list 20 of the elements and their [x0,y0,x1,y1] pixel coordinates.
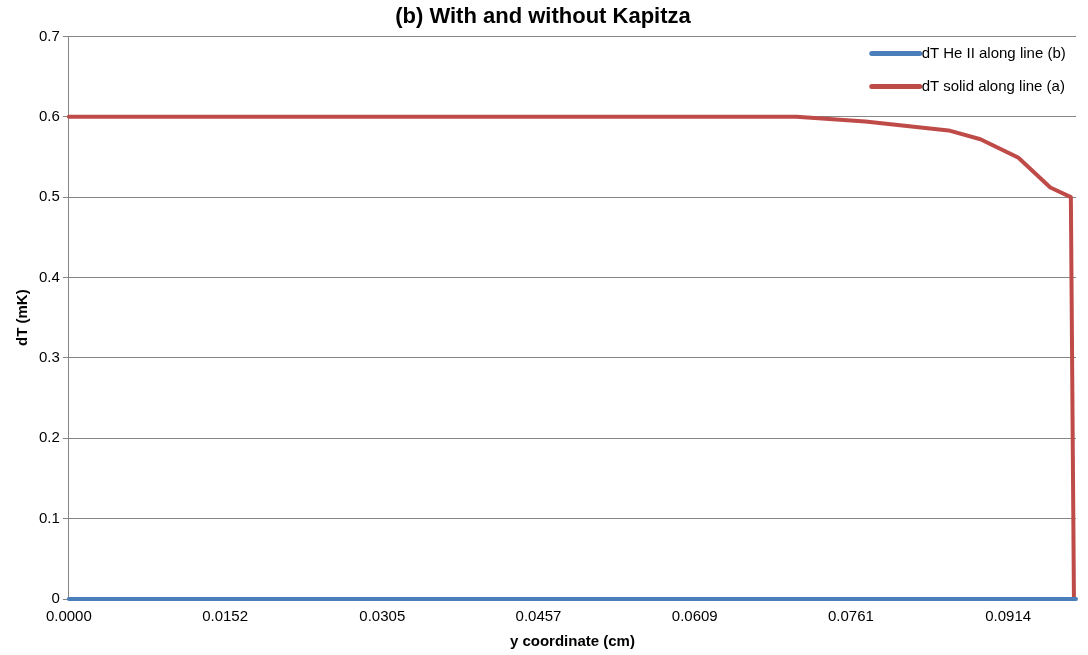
y-tick-label: 0.6 [38,106,60,124]
x-tick-label: 0.0609 [671,607,718,625]
y-tick-label: 0.4 [38,267,60,285]
legend-label: dT solid along line (a) [921,76,1065,94]
y-tick-label: 0.2 [38,428,60,446]
y-tick-label: 0 [51,589,60,607]
x-tick-label: 0.0761 [827,607,874,625]
x-tick-label: 0.0152 [202,607,249,625]
x-axis-title: y coordinate (cm) [509,632,635,650]
y-tick-label: 0.7 [38,26,60,44]
x-tick-label: 0.0305 [359,607,406,625]
y-axis-title: dT (mK) [13,289,31,347]
x-tick-label: 0.0457 [515,607,562,625]
y-tick-label: 0.1 [38,508,60,526]
chart-title: (b) With and without Kapitza [395,3,692,29]
legend-label: dT He II along line (b) [921,43,1066,61]
y-tick-label: 0.5 [38,187,60,205]
y-tick-label: 0.3 [38,348,60,366]
x-tick-label: 0.0000 [45,607,92,625]
x-tick-label: 0.0914 [985,607,1032,625]
